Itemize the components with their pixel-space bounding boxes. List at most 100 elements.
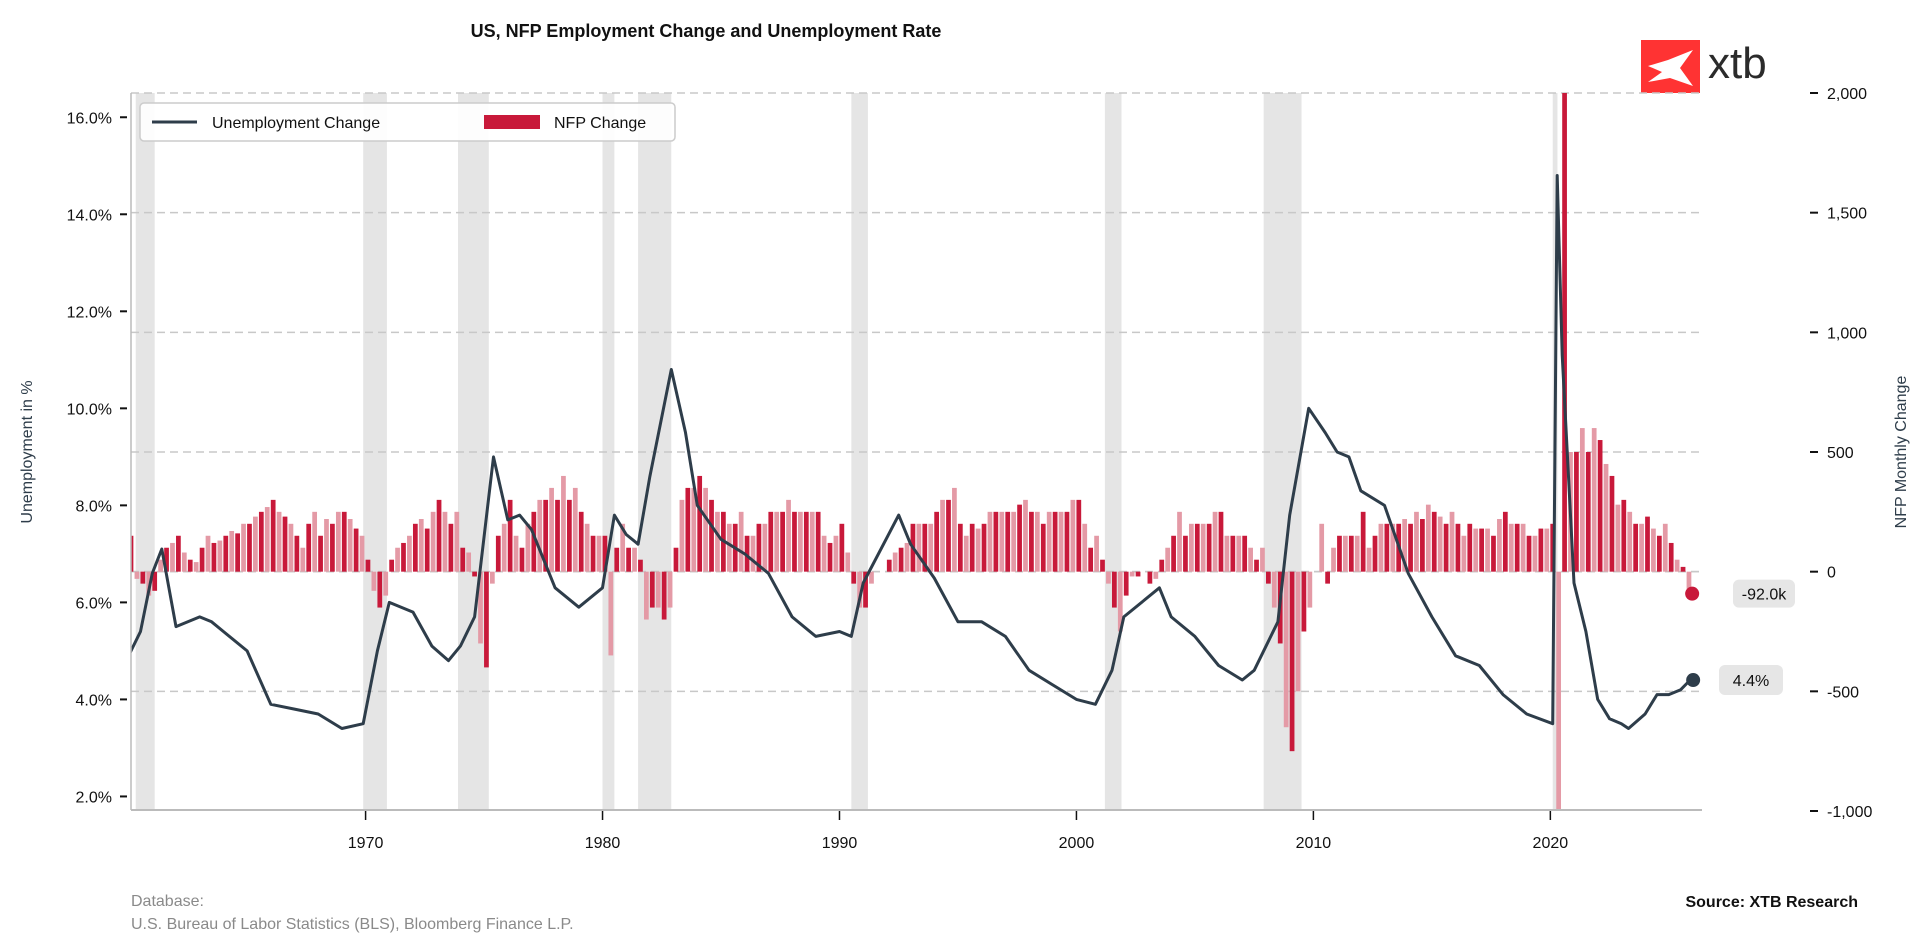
nfp-bar (1325, 571, 1330, 584)
nfp-bar (235, 533, 240, 572)
nfp-bar (152, 571, 158, 591)
nfp-bar (1609, 475, 1615, 572)
nfp-bar (1159, 559, 1165, 572)
last-nfp-label: -92.0k (1742, 587, 1787, 604)
nfp-bar (158, 559, 163, 572)
nfp-bar (857, 571, 863, 608)
nfp-bar (170, 542, 175, 572)
nfp-bar (892, 552, 898, 572)
nfp-bar (590, 535, 596, 572)
nfp-bar (1271, 571, 1277, 608)
nfp-bar (1408, 523, 1413, 572)
nfp-bar (1425, 504, 1431, 572)
nfp-bar (1266, 571, 1271, 584)
nfp-bar (312, 511, 318, 572)
left-tick-label: 14.0% (67, 207, 112, 224)
svg-text:xtb: xtb (1708, 39, 1767, 88)
nfp-bar (282, 516, 288, 572)
nfp-bar (1544, 528, 1550, 572)
nfp-bar (1023, 499, 1028, 572)
nfp-bar (1348, 535, 1354, 572)
nfp-bar (211, 542, 217, 572)
nfp-bar (1372, 535, 1378, 572)
legend: Unemployment Change NFP Change (139, 102, 676, 142)
nfp-bar (1029, 511, 1034, 572)
nfp-bar (916, 523, 922, 572)
right-tick-label: -1,000 (1827, 804, 1872, 821)
nfp-bar (131, 535, 134, 572)
nfp-bar (620, 523, 626, 572)
nfp-bar (1034, 511, 1040, 572)
nfp-bar (845, 552, 851, 572)
nfp-bar (786, 499, 791, 572)
last-unemployment-marker (1686, 673, 1701, 688)
nfp-bar (1479, 528, 1485, 572)
nfp-bar (821, 535, 827, 572)
nfp-bar (1319, 523, 1325, 572)
nfp-bar (383, 571, 389, 596)
nfp-bar (1615, 504, 1621, 572)
nfp-bar (513, 535, 519, 572)
nfp-bar (946, 499, 951, 572)
nfp-bar (555, 499, 560, 572)
nfp-bar (1443, 523, 1449, 572)
unemployment-line (131, 174, 1692, 730)
left-tick-label: 10.0% (67, 401, 112, 418)
left-axis-title: Unemployment in % (19, 380, 36, 523)
nfp-bar (1556, 571, 1562, 811)
nfp-bar (1295, 571, 1301, 692)
nfp-bar (1574, 452, 1579, 572)
nfp-bar (181, 552, 187, 572)
nfp-bar (1283, 571, 1289, 728)
nfp-bar (418, 519, 424, 572)
nfp-bar (531, 511, 537, 572)
nfp-bar (756, 523, 762, 572)
nfp-bar (1485, 528, 1490, 572)
left-tick-label: 8.0% (76, 498, 112, 515)
last-nfp-marker (1685, 586, 1700, 601)
nfp-bar (940, 499, 945, 572)
right-axis-title: NFP Monthly Change (1893, 376, 1910, 529)
nfp-bar (1248, 547, 1253, 572)
right-tick-label: 500 (1827, 445, 1854, 462)
nfp-bar (549, 487, 554, 572)
nfp-bar (335, 511, 341, 572)
nfp-bar (715, 511, 720, 572)
nfp-bar (1188, 523, 1194, 572)
nfp-bar (341, 511, 347, 572)
footer-source: Source: XTB Research (1685, 894, 1858, 911)
legend-bar-swatch (484, 115, 540, 129)
nfp-bar (1343, 535, 1348, 572)
nfp-bar (886, 559, 892, 572)
nfp-bar (934, 511, 940, 572)
nfp-bar (347, 519, 353, 572)
nfp-bar (412, 523, 418, 572)
nfp-bar (525, 523, 531, 572)
nfp-bar (1212, 511, 1218, 572)
nfp-bar (697, 475, 703, 572)
nfp-bar (389, 559, 395, 572)
nfp-bar (1597, 440, 1603, 572)
nfp-bar (1242, 535, 1248, 572)
nfp-bar (774, 511, 780, 572)
nfp-bar (1449, 511, 1455, 572)
nfp-bar (1414, 511, 1419, 572)
nfp-bar (1088, 547, 1094, 572)
nfp-bar (566, 499, 572, 572)
nfp-bar (780, 511, 785, 572)
nfp-bar (744, 535, 750, 572)
nfp-bar (1508, 523, 1514, 572)
nfp-bar (1520, 523, 1526, 572)
nfp-bar (543, 499, 549, 572)
database-sources: U.S. Bureau of Labor Statistics (BLS), B… (131, 916, 574, 933)
nfp-bar (1662, 523, 1668, 572)
nfp-bar (602, 535, 608, 572)
nfp-bar (1100, 559, 1105, 572)
nfp-bar (614, 547, 620, 572)
nfp-bar (1177, 511, 1182, 572)
nfp-bar (1633, 523, 1639, 572)
nfp-bar (217, 540, 223, 572)
nfp-bar (1183, 535, 1188, 572)
x-tick-label: 1990 (822, 835, 858, 852)
nfp-bar (466, 552, 472, 572)
